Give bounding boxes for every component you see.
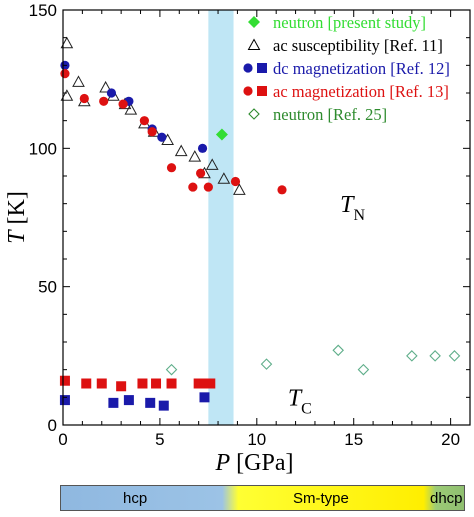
- annotation-tc: TC: [288, 386, 312, 418]
- legend-label-0: neutron [present study]: [273, 13, 426, 32]
- data-point-s5-5: [151, 378, 162, 389]
- data-point-s1-7: [124, 103, 138, 115]
- data-point-s5-4: [137, 378, 148, 389]
- y-tick-label: 0: [48, 416, 57, 435]
- legend-marker-0: [248, 16, 260, 28]
- data-point-s3-2: [123, 395, 134, 406]
- data-point-s5-0: [59, 375, 70, 386]
- pressure-highlight-band: [208, 10, 234, 425]
- data-point-s5-9: [205, 378, 216, 389]
- phase-label-sm-type: Sm-type: [293, 490, 349, 507]
- data-point-s5-6: [166, 378, 177, 389]
- data-point-s3-4: [158, 400, 169, 411]
- data-point-s6-4: [406, 350, 418, 362]
- data-point-s4-9: [203, 182, 213, 192]
- data-point-s4-1: [79, 93, 89, 104]
- data-point-s1-16: [233, 183, 246, 195]
- phase-diagram-chart: 0 5 10 15 20 0 50 100 150 P [GPa] T [K] TN TC neutron…: [4, 1, 471, 476]
- x-tick-label: 20: [441, 430, 460, 449]
- data-point-s4-7: [188, 182, 198, 192]
- data-point-s3-1: [108, 397, 119, 408]
- data-point-s3-3: [145, 397, 156, 408]
- data-point-s5-8: [199, 378, 210, 389]
- x-tick-label: 10: [247, 430, 266, 449]
- data-point-s4-5: [147, 127, 157, 137]
- data-point-s6-5: [429, 350, 441, 362]
- data-point-s0-0: [215, 128, 228, 141]
- data-point-s4-3: [118, 99, 128, 109]
- y-tick-label: 100: [29, 139, 57, 158]
- crystal-phase-bar: hcp Sm-type dhcp: [60, 485, 465, 511]
- data-point-s1-12: [188, 150, 202, 162]
- data-point-s1-15: [217, 172, 231, 184]
- data-point-s4-11: [277, 185, 287, 195]
- data-point-s1-1: [60, 89, 74, 101]
- data-point-s6-0: [165, 363, 178, 376]
- data-point-s1-0: [60, 36, 74, 49]
- x-axis-label: P [GPa]: [215, 450, 294, 476]
- data-point-s6-2: [332, 344, 344, 357]
- data-point-s4-10: [230, 176, 241, 187]
- legend-label-1: ac susceptibility [Ref. 11]: [273, 36, 443, 55]
- legend-marker-2-a: [243, 63, 253, 73]
- x-tick-label: 0: [58, 430, 67, 449]
- annotation-tn: TN: [340, 192, 365, 224]
- x-tick-label: 15: [344, 430, 363, 449]
- legend-marker-4: [248, 108, 260, 120]
- legend-label-3: ac magnetization [Ref. 13]: [273, 82, 449, 101]
- data-point-s6-3: [357, 363, 370, 376]
- data-point-s6-1: [260, 358, 273, 370]
- data-point-s4-2: [99, 96, 109, 106]
- legend-label-2: dc magnetization [Ref. 12]: [273, 59, 450, 78]
- legend-marker-1: [247, 38, 261, 50]
- x-tick-label: 5: [155, 430, 164, 449]
- data-point-s1-14: [205, 158, 219, 170]
- data-point-s5-7: [193, 378, 204, 389]
- data-point-s4-4: [139, 116, 149, 126]
- data-point-s1-11: [174, 144, 188, 157]
- data-point-s3-5: [199, 392, 210, 403]
- y-tick-label: 150: [29, 1, 57, 20]
- legend-marker-3-a: [243, 86, 253, 96]
- legend-label-4: neutron [Ref. 25]: [273, 105, 387, 124]
- data-point-s3-0: [59, 395, 70, 406]
- y-tick-label: 50: [38, 278, 57, 297]
- data-point-s5-3: [116, 381, 127, 392]
- data-point-s1-2: [72, 75, 85, 87]
- data-point-s5-1: [81, 378, 92, 389]
- phase-label-hcp: hcp: [123, 490, 148, 507]
- plot-frame: [62, 9, 471, 426]
- y-axis-label: T [K]: [4, 191, 30, 244]
- data-point-s2-1: [106, 88, 117, 98]
- data-point-s4-0: [60, 69, 70, 79]
- data-point-s2-4: [157, 132, 167, 142]
- legend-marker-2-b: [257, 63, 267, 73]
- data-point-s4-6: [166, 163, 177, 173]
- phase-label-dhcp: dhcp: [430, 490, 463, 507]
- data-point-s6-6: [448, 350, 461, 362]
- data-point-s1-4: [99, 80, 112, 93]
- legend-marker-3-b: [257, 86, 267, 96]
- data-point-s5-2: [96, 378, 107, 389]
- data-point-s2-5: [197, 143, 208, 153]
- data-point-s4-8: [196, 168, 206, 178]
